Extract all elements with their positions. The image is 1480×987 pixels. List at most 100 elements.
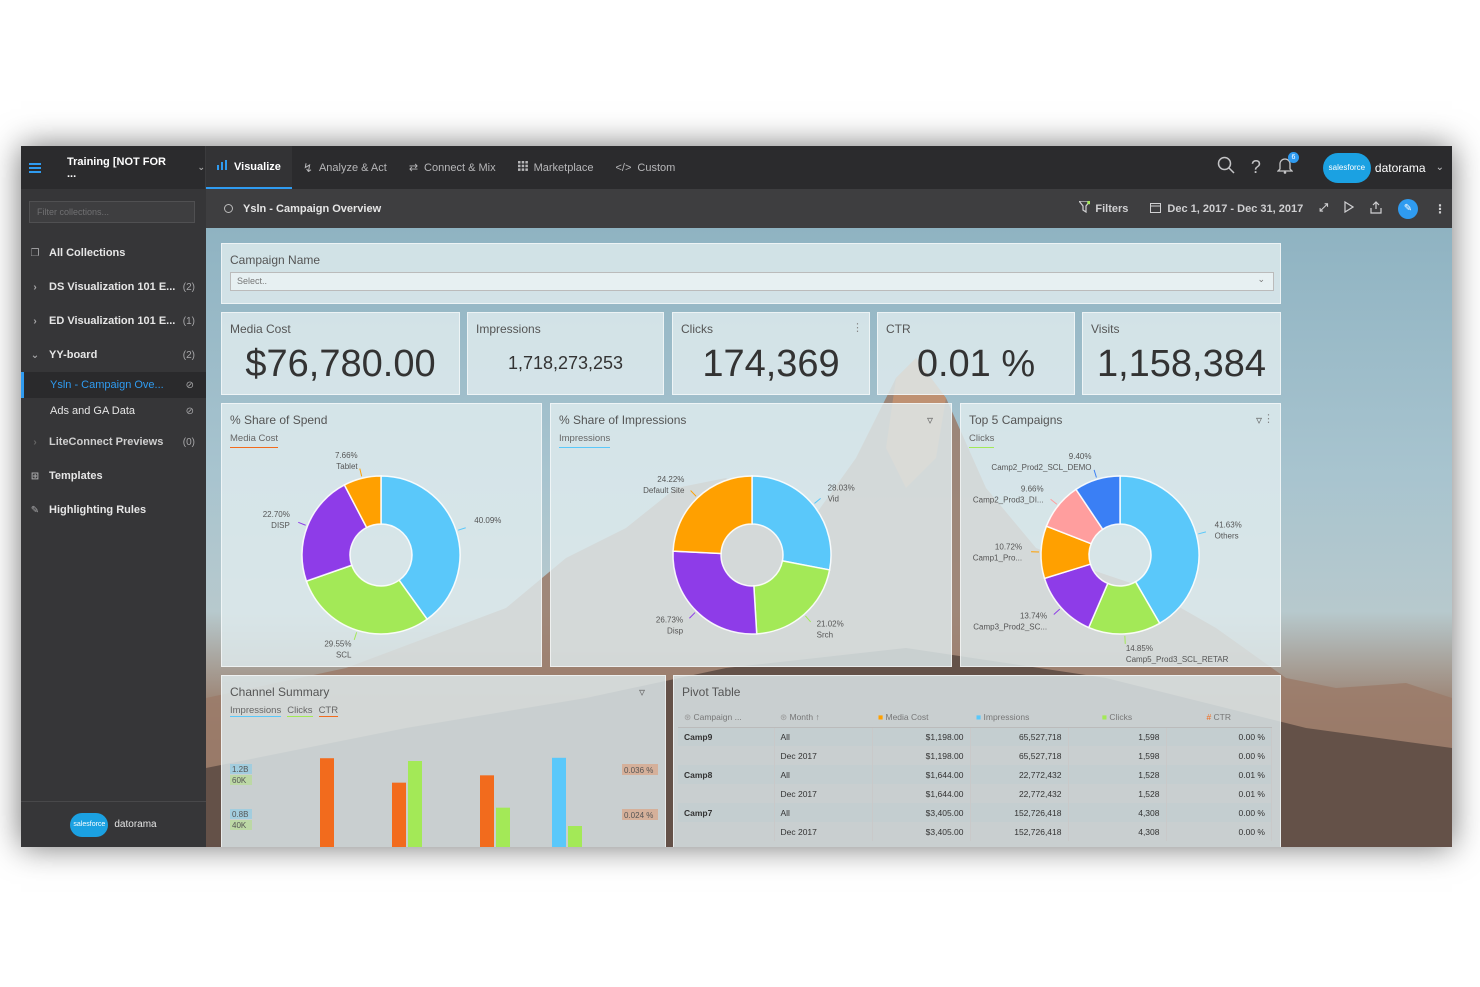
table-row[interactable]: Camp9 All $1,198.00 65,527,718 1,598 0.00 %: [678, 727, 1272, 746]
pie-slice[interactable]: [1119, 475, 1200, 625]
bar[interactable]: [552, 757, 566, 847]
filter-icon[interactable]: ▿: [638, 685, 645, 699]
slice-leader-line: [1050, 498, 1058, 505]
expand-icon[interactable]: ⤢: [1319, 202, 1328, 214]
money-icon: ■: [878, 712, 886, 723]
pie-slice[interactable]: [753, 559, 831, 635]
bar[interactable]: [496, 807, 510, 847]
table-row[interactable]: Camp7 All $3,405.00 152,726,418 4,308 0.00 %: [678, 803, 1272, 822]
item-count: (2): [182, 281, 195, 293]
cell-campaign: [678, 746, 775, 765]
sidebar-item-highlighting-rules[interactable]: ✎ Highlighting Rules: [21, 497, 206, 523]
item-count: (0): [182, 436, 195, 448]
pie-slice[interactable]: [305, 564, 429, 635]
col-impressions[interactable]: ■ Impressions: [970, 708, 1068, 728]
pie-slice[interactable]: [301, 483, 368, 583]
pie-slice[interactable]: [343, 475, 382, 529]
workspace-selector[interactable]: Training [NOT FOR ... ⌄: [49, 146, 206, 189]
col-month[interactable]: ⊛ Month ↑: [774, 708, 872, 728]
cell-imp: 22,772,432: [970, 784, 1069, 803]
tab-marketplace[interactable]: Marketplace: [507, 146, 605, 189]
bar[interactable]: [392, 782, 406, 847]
sidebar-item-templates[interactable]: ⊞ Templates: [21, 463, 206, 489]
bell-icon[interactable]: 6: [1276, 152, 1299, 179]
more-vertical-icon[interactable]: ⋮: [852, 322, 863, 334]
axis-tick-clicks: 60K: [232, 776, 247, 785]
edit-pencil-icon[interactable]: ✎: [1398, 198, 1418, 219]
filter-icon: [1078, 200, 1092, 216]
kpi-label: Clicks: [681, 322, 713, 336]
bar[interactable]: [320, 758, 334, 847]
table-row[interactable]: Dec 2017 $1,644.00 22,772,432 1,528 0.01 %: [678, 784, 1272, 803]
sidebar-item-ds-visualization[interactable]: › DS Visualization 101 E... (2): [21, 274, 206, 300]
slice-name-label: Tablet: [336, 462, 358, 471]
filter-icon[interactable]: ▿: [926, 413, 933, 427]
col-campaign[interactable]: ⊛ Campaign ...: [678, 708, 774, 728]
bar[interactable]: [408, 761, 422, 847]
chart-legend: Impressions Clicks CTR: [230, 705, 339, 720]
pivot-title: Pivot Table: [682, 685, 741, 699]
sidebar-item-liteconnect[interactable]: › LiteConnect Previews (0): [21, 429, 206, 455]
slice-percent-label: 24.22%: [657, 475, 684, 484]
table-row[interactable]: Camp8 All $1,644.00 22,772,432 1,528 0.01 %: [678, 765, 1272, 784]
legend-clicks[interactable]: Clicks: [287, 705, 313, 717]
slice-name-label: Camp2_Prod2_SCL_DEMO: [991, 463, 1091, 472]
sidebar-page-campaign-overview[interactable]: Ysln - Campaign Ove... ⊘: [21, 372, 206, 398]
pie-slice[interactable]: [672, 475, 753, 555]
cell-imp: 152,726,418: [970, 822, 1069, 841]
tab-visualize[interactable]: Visualize: [206, 146, 292, 189]
filter-icon[interactable]: ▿: [1255, 413, 1262, 427]
sidebar-page-ads-ga-data[interactable]: Ads and GA Data ⊘: [21, 398, 206, 424]
slice-name-label: Camp1_Pro...: [973, 553, 1022, 562]
slice-percent-label: 9.66%: [1021, 485, 1044, 494]
tab-label: Visualize: [234, 160, 281, 173]
col-clicks[interactable]: ■ Clicks: [1068, 708, 1166, 728]
pie-slice[interactable]: [1074, 475, 1121, 531]
search-icon[interactable]: [1217, 156, 1235, 179]
col-ctr[interactable]: # CTR: [1166, 708, 1272, 728]
more-vertical-icon[interactable]: ⋮: [1434, 201, 1446, 216]
date-range-picker[interactable]: Dec 1, 2017 - Dec 31, 2017: [1150, 202, 1303, 216]
axis-tick-ctr: 0.024 %: [624, 811, 653, 820]
filters-button[interactable]: Filters: [1078, 200, 1128, 216]
more-vertical-icon[interactable]: ⋮: [1263, 413, 1274, 425]
bar[interactable]: [568, 826, 582, 847]
kpi-label: CTR: [886, 322, 911, 336]
campaign-select[interactable]: Select.. ⌄: [230, 272, 1274, 291]
tab-custom[interactable]: </> Custom: [605, 146, 687, 189]
pie-slice[interactable]: [380, 475, 461, 621]
tab-connect-mix[interactable]: ⇄ Connect & Mix: [398, 146, 507, 189]
table-row[interactable]: Dec 2017 $3,405.00 152,726,418 4,308 0.00 %: [678, 822, 1272, 841]
sidebar-item-ed-visualization[interactable]: › ED Visualization 101 E... (1): [21, 308, 206, 334]
legend-ctr[interactable]: CTR: [318, 705, 339, 717]
tab-analyze-act[interactable]: ↯ Analyze & Act: [292, 146, 398, 189]
share-icon[interactable]: [1370, 200, 1382, 217]
dashboard-actions: Filters Dec 1, 2017 - Dec 31, 2017 ⤢ ✎ ⋮: [1078, 198, 1452, 219]
chart-title: % Share of Spend: [230, 413, 328, 427]
kpi-ctr: CTR 0.01 %: [877, 312, 1075, 395]
account-menu[interactable]: salesforce datorama ⌄: [1322, 152, 1444, 183]
slice-percent-label: 10.72%: [995, 542, 1022, 551]
share-of-spend-chart: % Share of Spend Media Cost 40.09% 29.55%…: [221, 403, 542, 667]
pie-slice[interactable]: [672, 550, 758, 635]
pivot-table: Pivot Table ⊛ Campaign ... ⊛ Month ↑ ■ M…: [673, 675, 1281, 847]
sidebar-item-all-collections[interactable]: ❐ All Collections: [21, 240, 206, 266]
header-label: Campaign ...: [693, 711, 742, 722]
bar-chart-icon: [217, 160, 228, 173]
play-icon[interactable]: [1344, 200, 1355, 216]
bar[interactable]: [480, 775, 494, 847]
filter-collections-input[interactable]: Filter collections...: [29, 201, 195, 223]
legend-impressions[interactable]: Impressions: [230, 705, 282, 717]
help-icon[interactable]: ?: [1250, 157, 1261, 177]
kpi-value: 0.01 %: [916, 343, 1036, 385]
kpi-impressions: Impressions 1,718,273,253: [467, 312, 664, 395]
table-row[interactable]: Dec 2017 $1,198.00 65,527,718 1,598 0.00 %: [678, 746, 1272, 765]
collections-icon: ❐: [30, 247, 40, 259]
bolt-icon: ↯: [302, 160, 313, 175]
col-media-cost[interactable]: ■ Media Cost: [872, 708, 970, 728]
pie-slice[interactable]: [751, 475, 832, 571]
hamburger-menu-icon[interactable]: [21, 146, 49, 189]
cell-cost: $1,644.00: [872, 784, 971, 803]
sidebar-item-yy-board[interactable]: ⌄ YY-board (2): [21, 342, 206, 368]
header-label: Impressions: [983, 712, 1030, 723]
